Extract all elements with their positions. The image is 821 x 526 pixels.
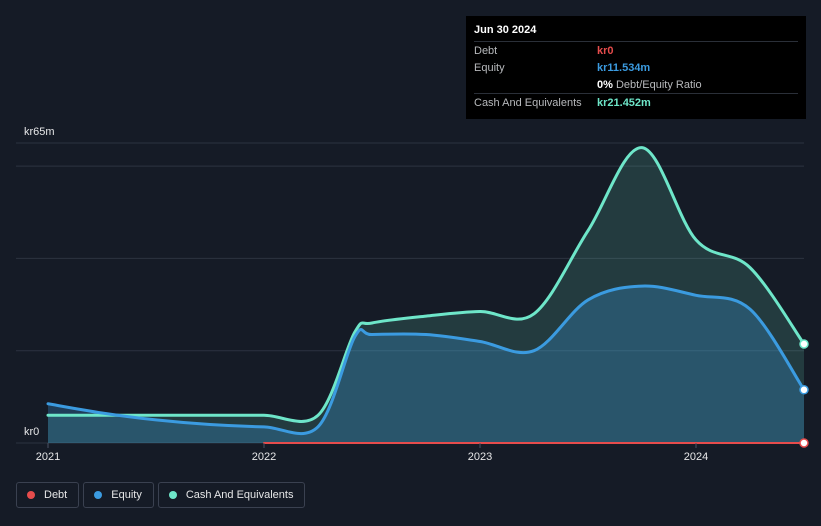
equity-end-point	[799, 385, 809, 395]
legend-item-cash[interactable]: Cash And Equivalents	[157, 482, 306, 508]
equity-line	[46, 284, 806, 436]
x-axis-ticks: 2021 2022 2023 2024	[36, 443, 708, 463]
tooltip-cash-label: Cash And Equivalents	[474, 96, 582, 109]
tooltip-debt-value: kr0	[597, 44, 614, 57]
y-axis-bottom-label: kr0	[24, 426, 39, 438]
legend-equity-dot-icon	[94, 491, 103, 499]
tooltip-row-ratio: 0% Debt/Equity Ratio	[474, 76, 798, 93]
legend-debt-label: Debt	[44, 489, 68, 501]
chart-legend: Debt Equity Cash And Equivalents	[16, 482, 306, 508]
x-tick-label-2024: 2024	[684, 451, 708, 463]
tooltip-row-cash: Cash And Equivalents kr21.452m	[474, 93, 798, 111]
legend-item-equity[interactable]: Equity	[83, 482, 154, 508]
x-tick-label-2023: 2023	[468, 451, 492, 463]
legend-item-debt[interactable]: Debt	[16, 482, 80, 508]
series-endpoints	[799, 339, 809, 448]
tooltip-equity-label: Equity	[474, 61, 505, 74]
tooltip-equity-value: kr11.534m	[597, 61, 651, 74]
legend-cash-label: Cash And Equivalents	[185, 489, 294, 501]
legend-cash-dot-icon	[168, 491, 177, 499]
data-tooltip: Jun 30 2024 Debt kr0 Equity kr11.534m 0%…	[466, 16, 806, 119]
y-axis-top-label: kr65m	[24, 126, 55, 138]
tooltip-cash-value: kr21.452m	[597, 96, 651, 109]
cash-and-equivalents-line	[46, 146, 806, 423]
tooltip-ratio-suffix: Debt/Equity Ratio	[615, 78, 702, 91]
cash-and-equivalents-end-point	[799, 339, 809, 349]
equity-area	[48, 286, 804, 443]
debt-end-point	[799, 438, 809, 448]
tooltip-row-equity: Equity kr11.534m	[474, 59, 798, 76]
legend-equity-label: Equity	[111, 489, 142, 501]
series-lines	[46, 146, 806, 444]
tooltip-ratio-value: 0%	[597, 78, 613, 91]
tooltip-date: Jun 30 2024	[474, 24, 537, 36]
legend-debt-dot-icon	[27, 491, 35, 499]
tooltip-row-debt: Debt kr0	[474, 41, 798, 59]
cash-and-equivalents-area	[48, 147, 804, 443]
series-areas	[48, 147, 804, 443]
tooltip-debt-label: Debt	[474, 44, 498, 57]
x-tick-label-2021: 2021	[36, 451, 60, 463]
x-tick-label-2022: 2022	[252, 451, 276, 463]
